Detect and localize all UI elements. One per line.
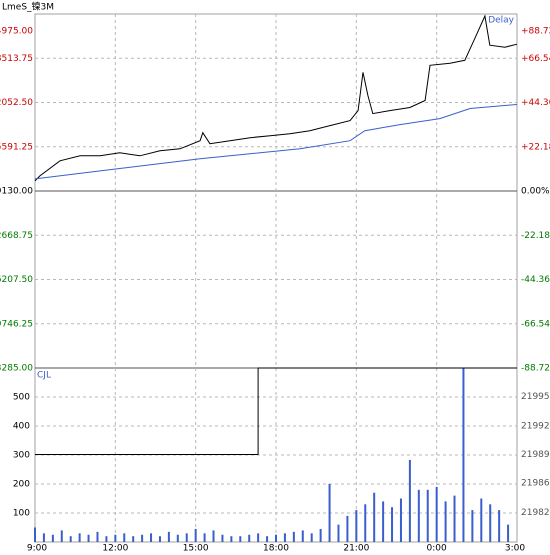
volume-bar xyxy=(132,536,135,542)
volume-bar xyxy=(283,533,286,542)
volume-bar xyxy=(212,530,215,542)
volume-bar xyxy=(364,504,367,542)
volume-bar xyxy=(176,534,179,542)
volume-bar xyxy=(319,528,322,542)
volume-bar xyxy=(391,507,394,542)
volume-bar xyxy=(435,486,438,542)
volume-bar xyxy=(399,498,402,542)
y2-tick-label: 219829 xyxy=(521,508,550,518)
volume-bar xyxy=(507,524,510,542)
volume-bar xyxy=(355,510,358,542)
volume-bar xyxy=(328,484,331,542)
panel-label: CJL xyxy=(37,371,51,381)
volume-bar xyxy=(248,534,251,542)
volume-bar xyxy=(123,533,126,542)
volume-bar xyxy=(337,524,340,542)
volume-bar xyxy=(167,531,170,542)
y-tick-label: 300 xyxy=(13,451,30,461)
volume-bar xyxy=(185,533,188,542)
volume-bar xyxy=(51,534,54,542)
volume-bar xyxy=(471,510,474,542)
y2-tick-label: -44.36% xyxy=(521,275,550,285)
x-tick-label: 15:00 xyxy=(183,544,209,554)
y2-tick-label: +44.36% xyxy=(521,98,550,108)
y2-tick-label: -88.72% xyxy=(521,364,550,374)
volume-bar xyxy=(78,533,81,542)
y2-tick-label: 219923 xyxy=(521,422,550,432)
y-tick-label: 100 xyxy=(13,509,30,519)
volume-bar xyxy=(292,531,295,542)
chart-title: LmeS_镍3M xyxy=(2,1,54,13)
volume-bar xyxy=(301,530,304,542)
volume-bar xyxy=(69,536,72,542)
volume-bar xyxy=(480,498,483,542)
y2-tick-label: +22.18% xyxy=(521,142,550,152)
volume-bar xyxy=(194,528,197,542)
y-tick-label: 35591.25 xyxy=(0,142,33,152)
y-tick-label: 400 xyxy=(13,422,30,432)
volume-bar xyxy=(346,515,349,542)
y-tick-label: 9746.25 xyxy=(0,319,33,329)
y-tick-label: 42052.50 xyxy=(0,98,33,108)
volume-bar xyxy=(158,536,161,542)
volume-bar xyxy=(453,495,456,542)
series-line xyxy=(34,14,518,182)
volume-bar xyxy=(96,531,99,542)
volume-bar xyxy=(489,504,492,542)
volume-bar xyxy=(239,536,242,542)
x-tick-label: 3:00 xyxy=(505,544,525,554)
volume-bar xyxy=(114,534,117,542)
x-tick-label: 9:00 xyxy=(27,544,47,554)
y-tick-label: 22668.75 xyxy=(0,231,33,241)
y2-tick-label: -22.18% xyxy=(521,231,550,241)
volume-bar xyxy=(373,492,376,542)
y-tick-label: 3285.00 xyxy=(0,364,33,374)
y2-tick-label: 0.00% xyxy=(521,187,550,197)
y2-tick-label: 219955 xyxy=(521,392,550,402)
volume-bar xyxy=(150,533,153,542)
x-tick-label: 12:00 xyxy=(102,544,128,554)
y-tick-label: 48513.75 xyxy=(0,54,33,64)
volume-bar xyxy=(87,534,90,542)
volume-bar xyxy=(498,510,501,542)
series-line xyxy=(35,367,517,455)
volume-bar xyxy=(230,536,233,542)
volume-bar xyxy=(275,534,277,542)
volume-bar xyxy=(221,534,224,542)
volume-bar xyxy=(34,527,36,542)
series-line xyxy=(34,104,518,180)
y-tick-label: 16207.50 xyxy=(0,275,33,285)
x-tick-label: 21:00 xyxy=(343,544,369,554)
y2-tick-label: 219861 xyxy=(521,479,550,489)
x-tick-label: 0:00 xyxy=(427,544,447,554)
status-label: Delay xyxy=(488,16,514,26)
volume-bar xyxy=(141,534,144,542)
volume-bar xyxy=(382,501,385,542)
x-tick-label: 18:00 xyxy=(263,544,289,554)
volume-bar xyxy=(417,489,420,542)
y2-tick-label: -66.54% xyxy=(521,319,550,329)
volume-bar xyxy=(42,533,45,542)
volume-bar xyxy=(105,536,108,542)
y2-tick-label: +66.54% xyxy=(521,54,550,64)
y-tick-label: 200 xyxy=(13,480,30,490)
volume-bar xyxy=(462,368,465,542)
y-tick-label: 500 xyxy=(13,393,30,403)
volume-bar xyxy=(60,530,63,542)
volume-bar xyxy=(203,533,206,542)
volume-bar xyxy=(444,501,447,542)
volume-bar xyxy=(266,536,269,542)
volume-bar xyxy=(257,533,260,542)
volume-bar xyxy=(408,459,411,542)
y-tick-label: 54975.00 xyxy=(0,27,33,37)
y2-tick-label: +88.72% xyxy=(521,27,550,37)
volume-bar xyxy=(310,533,313,542)
volume-bar xyxy=(426,489,429,542)
y-tick-label: 29130.00 xyxy=(0,187,33,197)
